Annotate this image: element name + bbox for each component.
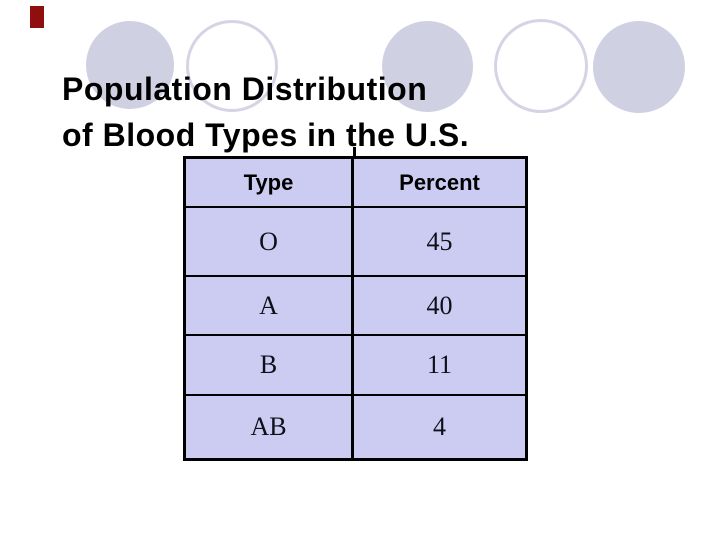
slide-title-line2: of Blood Types in the U.S. <box>62 117 470 153</box>
table-cell-type-row3: B <box>186 336 354 396</box>
table-cell-type-row2: A <box>186 277 354 336</box>
table-header-type: Type <box>186 159 354 208</box>
table-cell-type-row4: AB <box>186 396 354 458</box>
decor-circle-outlined-2 <box>494 19 588 113</box>
table-header-percent: Percent <box>354 159 525 208</box>
table-cell-percent-row4: 4 <box>433 412 446 441</box>
decor-circle-outlined-1 <box>186 20 278 112</box>
table-cell-type-row1: O <box>186 208 354 277</box>
table-cell-percent-row2: 40 <box>354 277 525 336</box>
decor-circle-filled-2 <box>382 21 473 112</box>
slide-title: Population Distribution of Blood Types i… <box>62 66 469 158</box>
slide-title-line1: Population Distribution <box>62 71 428 107</box>
table-cell-percent-row3: 11 <box>354 336 525 396</box>
decor-circle-filled-3 <box>593 21 685 113</box>
accent-bar <box>30 6 44 28</box>
blood-type-table: Type Percent O 45 A 40 B 11 AB 4 <box>183 156 528 461</box>
decor-circle-filled-1 <box>86 21 174 109</box>
table-divider-stub <box>353 147 356 160</box>
table-cell-percent-row1: 45 <box>354 208 525 277</box>
